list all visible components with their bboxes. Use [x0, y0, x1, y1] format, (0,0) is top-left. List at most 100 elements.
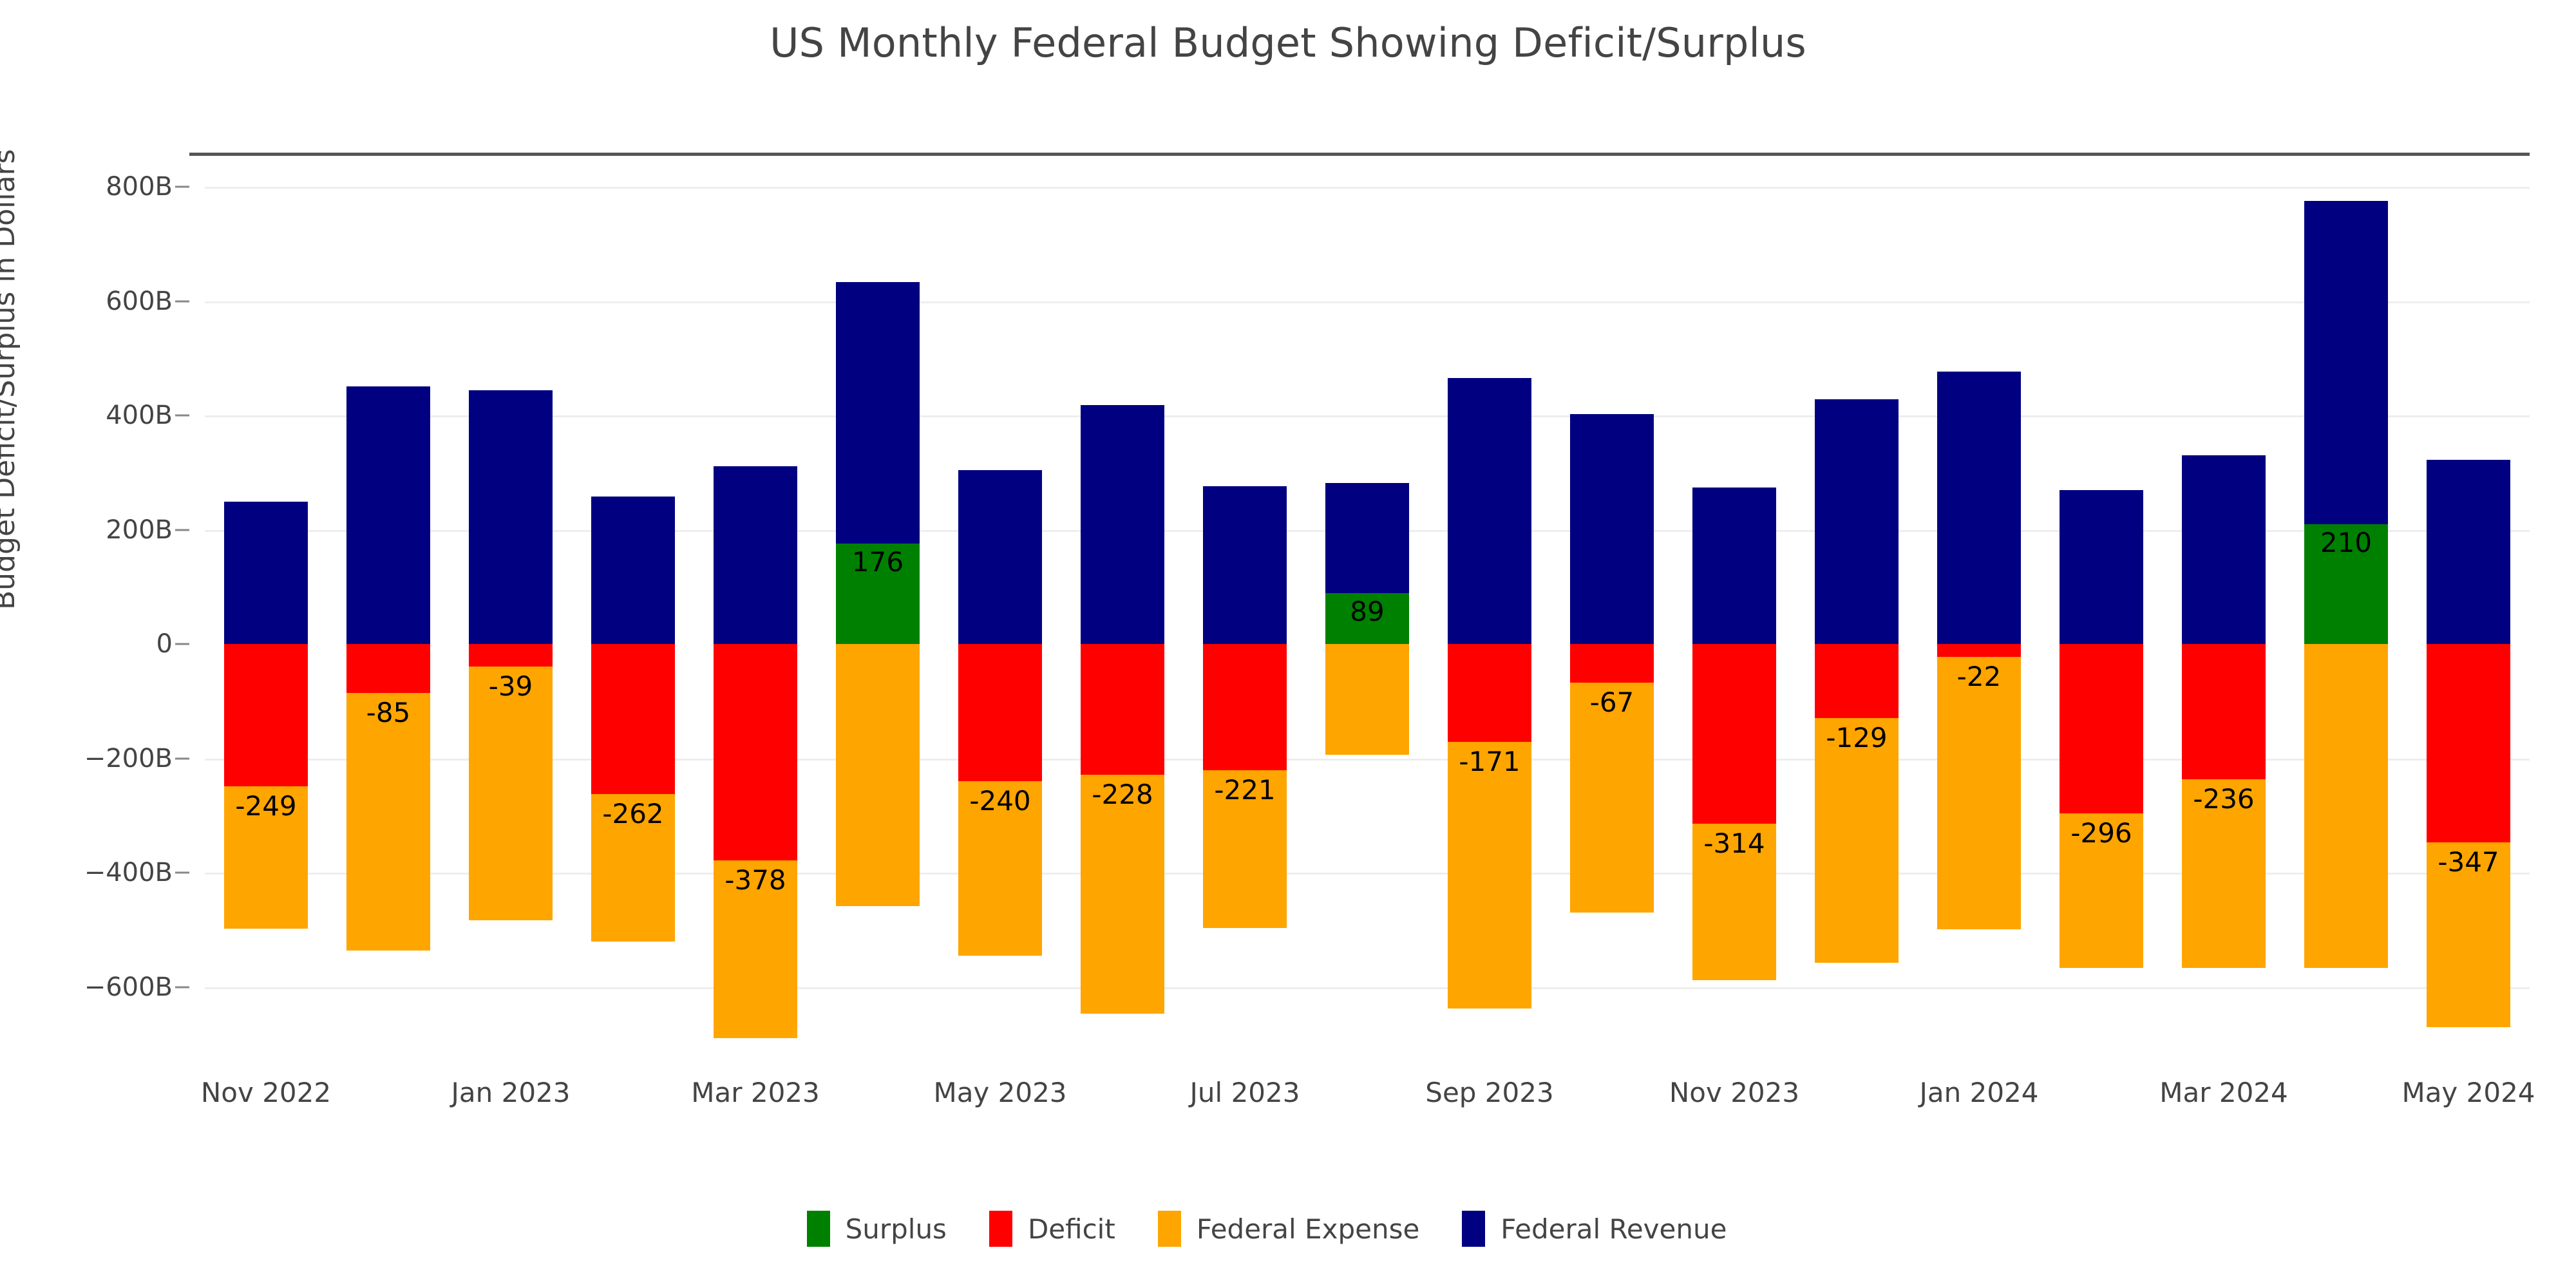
bar-group[interactable]: 176	[836, 153, 920, 1067]
bar-segment-federal-revenue[interactable]	[2427, 459, 2510, 645]
bar-segment-federal-revenue[interactable]	[1815, 399, 1899, 645]
bar-segment-deficit[interactable]	[958, 644, 1042, 782]
bar-segment-federal-revenue[interactable]	[591, 497, 675, 645]
y-axis-tick-label: −400B	[84, 858, 173, 888]
bar-segment-federal-revenue[interactable]	[224, 502, 308, 645]
bar-group[interactable]: -296	[2060, 153, 2143, 1067]
bar-segment-deficit[interactable]	[2427, 644, 2510, 843]
bar-group[interactable]: -228	[1081, 153, 1164, 1067]
bar-data-label: -262	[602, 797, 664, 829]
x-axis-tick-label: Mar 2023	[691, 1077, 820, 1108]
y-axis-tick-label: −200B	[84, 743, 173, 773]
bar-segment-deficit[interactable]	[591, 644, 675, 794]
gridline	[205, 301, 2530, 303]
bar-segment-federal-revenue[interactable]	[1448, 377, 1531, 645]
bar-segment-federal-expense[interactable]	[1570, 644, 1654, 913]
bar-data-label: 176	[851, 546, 904, 578]
bar-segment-federal-revenue[interactable]	[958, 469, 1042, 645]
bar-data-label: -129	[1826, 721, 1888, 753]
bar-group[interactable]: -236	[2182, 153, 2266, 1067]
bar-data-label: -22	[1956, 660, 2002, 692]
bar-segment-federal-revenue[interactable]	[2182, 455, 2266, 645]
legend-item[interactable]: Federal Expense	[1157, 1211, 1420, 1247]
y-axis-tick-label: −600B	[84, 972, 173, 1002]
bar-group[interactable]: -240	[958, 153, 1042, 1067]
bar-segment-deficit[interactable]	[2182, 644, 2266, 779]
bar-data-label: -249	[235, 790, 297, 822]
bar-data-label: -236	[2193, 782, 2255, 815]
y-axis-tick-label: 400B	[106, 401, 173, 431]
bar-group[interactable]: -39	[469, 153, 553, 1067]
y-axis-tick-mark	[175, 185, 189, 188]
bar-data-label: -347	[2438, 846, 2499, 878]
bar-segment-federal-revenue[interactable]	[469, 390, 553, 645]
bar-group[interactable]: -262	[591, 153, 675, 1067]
bar-segment-deficit[interactable]	[346, 644, 430, 693]
y-axis-tick-mark	[175, 986, 189, 989]
legend-item[interactable]: Surplus	[806, 1211, 947, 1247]
bar-segment-federal-expense[interactable]	[2304, 644, 2388, 968]
bar-segment-federal-revenue[interactable]	[1692, 488, 1776, 645]
bar-segment-deficit[interactable]	[1570, 644, 1654, 683]
bar-segment-federal-revenue[interactable]	[2060, 489, 2143, 645]
zero-line	[189, 153, 2530, 156]
bar-data-label: -228	[1092, 778, 1153, 810]
y-axis-title: Budget Deficit/Surplus in Dollars	[0, 149, 21, 610]
bar-segment-federal-expense[interactable]	[469, 644, 553, 920]
plot-area: -249 -85 -39 -262 -378 176 -240 -228 -221 89 -171 -…	[189, 153, 2530, 1067]
y-axis-tick-mark	[175, 529, 189, 531]
bar-group[interactable]: 89	[1325, 153, 1409, 1067]
bar-segment-deficit[interactable]	[1815, 644, 1899, 718]
bar-group[interactable]: 210	[2304, 153, 2388, 1067]
bar-segment-deficit[interactable]	[1692, 644, 1776, 824]
bar-segment-federal-revenue[interactable]	[1937, 371, 2021, 645]
y-axis-tick-mark	[175, 414, 189, 417]
y-axis-tick-mark	[175, 757, 189, 760]
bar-group[interactable]: -249	[224, 153, 308, 1067]
bar-segment-federal-revenue[interactable]	[1203, 486, 1287, 645]
bar-data-label: -67	[1589, 686, 1634, 718]
legend-item[interactable]: Federal Revenue	[1462, 1211, 1727, 1247]
legend-swatch-icon	[989, 1211, 1012, 1247]
bar-segment-federal-expense[interactable]	[346, 644, 430, 951]
bar-segment-deficit[interactable]	[1448, 644, 1531, 742]
bar-segment-federal-expense[interactable]	[1937, 644, 2021, 930]
bar-segment-federal-revenue[interactable]	[1081, 405, 1164, 645]
bar-segment-surplus[interactable]	[1325, 593, 1409, 645]
bar-segment-federal-revenue[interactable]	[714, 466, 797, 645]
legend-item[interactable]: Deficit	[989, 1211, 1115, 1247]
x-axis-tick-label: Jul 2023	[1189, 1077, 1300, 1108]
bar-segment-federal-expense[interactable]	[1325, 644, 1409, 755]
bar-segment-surplus[interactable]	[836, 544, 920, 645]
bar-segment-deficit[interactable]	[714, 644, 797, 860]
bar-group[interactable]: -67	[1570, 153, 1654, 1067]
bar-group[interactable]: -221	[1203, 153, 1287, 1067]
bar-segment-deficit[interactable]	[1081, 644, 1164, 775]
bar-group[interactable]: -378	[714, 153, 797, 1067]
bar-group[interactable]: -314	[1692, 153, 1776, 1067]
bar-segment-deficit[interactable]	[1203, 644, 1287, 771]
bar-data-label: -221	[1214, 774, 1276, 806]
x-axis-tick-label: Mar 2024	[2159, 1077, 2288, 1108]
bar-segment-deficit[interactable]	[224, 644, 308, 787]
bar-group[interactable]: -347	[2427, 153, 2510, 1067]
bar-segment-federal-expense[interactable]	[836, 644, 920, 906]
legend-swatch-icon	[1157, 1211, 1181, 1247]
bar-group[interactable]: -171	[1448, 153, 1531, 1067]
bar-group[interactable]: -85	[346, 153, 430, 1067]
bar-segment-surplus[interactable]	[2304, 524, 2388, 645]
bar-data-label: -296	[2070, 817, 2132, 849]
bar-segment-deficit[interactable]	[1937, 644, 2021, 657]
legend-label: Federal Expense	[1196, 1213, 1420, 1245]
gridline	[205, 987, 2530, 989]
bar-segment-federal-revenue[interactable]	[1570, 413, 1654, 645]
bar-segment-federal-revenue[interactable]	[346, 386, 430, 645]
bar-segment-deficit[interactable]	[469, 644, 553, 667]
bar-data-label: 89	[1350, 596, 1385, 628]
x-axis-tick-label: May 2023	[933, 1077, 1067, 1108]
bar-group[interactable]: -22	[1937, 153, 2021, 1067]
bar-data-label: -171	[1459, 746, 1520, 777]
bar-group[interactable]: -129	[1815, 153, 1899, 1067]
bar-segment-deficit[interactable]	[2060, 644, 2143, 813]
